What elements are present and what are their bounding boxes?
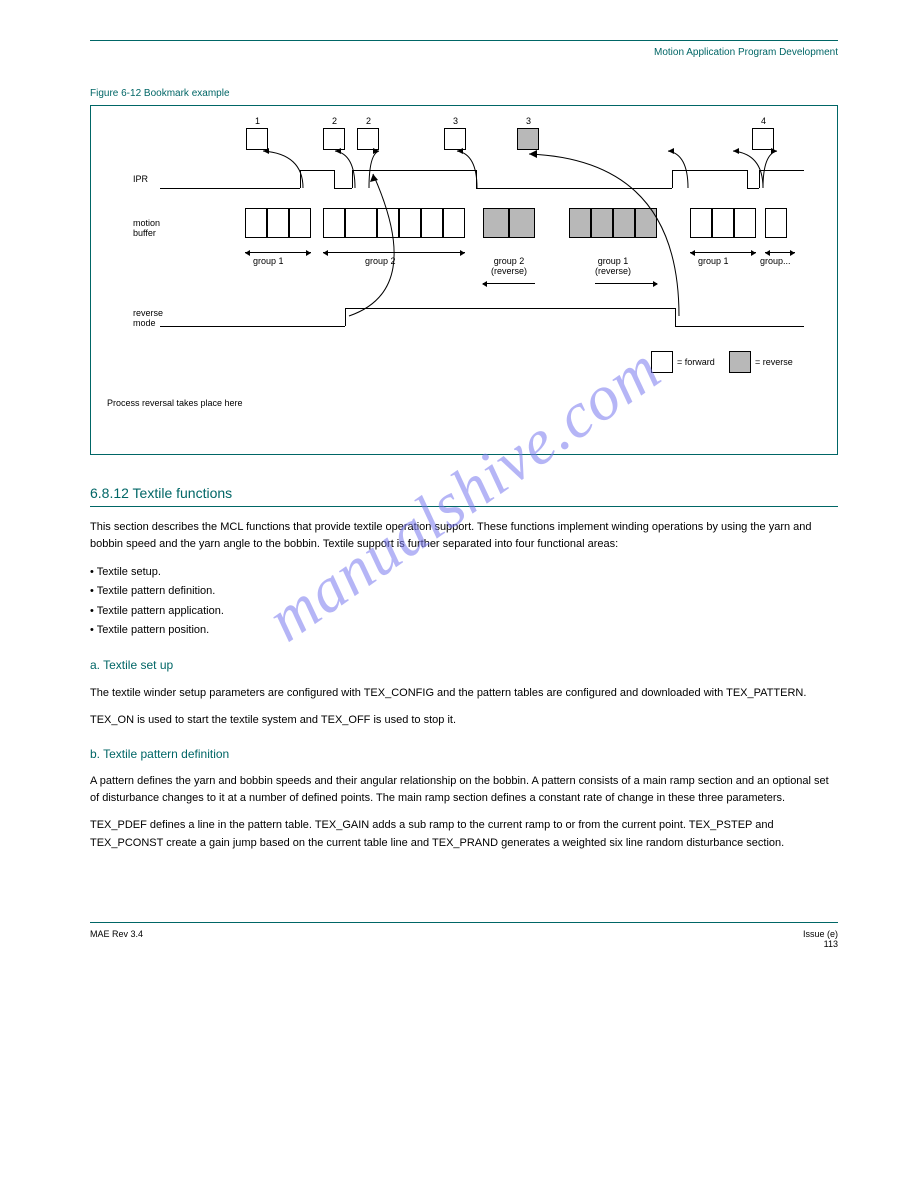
box-label: 2 bbox=[332, 116, 337, 126]
legend-label: = forward bbox=[677, 357, 715, 367]
box bbox=[323, 128, 345, 150]
paragraph: TEX_ON is used to start the textile syst… bbox=[90, 712, 838, 729]
box-label: 4 bbox=[761, 116, 766, 126]
cell bbox=[245, 208, 267, 238]
group-label: group 1 bbox=[698, 256, 729, 266]
cell bbox=[483, 208, 509, 238]
footer-page: 113 bbox=[803, 939, 838, 949]
paragraph: A pattern defines the yarn and bobbin sp… bbox=[90, 773, 838, 807]
sig bbox=[160, 326, 345, 327]
cell bbox=[690, 208, 712, 238]
cell bbox=[765, 208, 787, 238]
footer: MAE Rev 3.4 Issue (e) 113 bbox=[90, 929, 838, 949]
legend-label: = reverse bbox=[755, 357, 793, 367]
footer-rule bbox=[90, 922, 838, 923]
footer-issue: Issue (e) bbox=[803, 929, 838, 939]
subsection-title: a. Textile set up bbox=[90, 656, 838, 675]
box bbox=[246, 128, 268, 150]
range bbox=[765, 252, 795, 253]
box-label: 2 bbox=[366, 116, 371, 126]
curve-arrow bbox=[753, 148, 793, 190]
timing-diagram: IPR 1 2 2 3 3 4 bbox=[105, 128, 823, 368]
label-reverse: reversemode bbox=[133, 308, 163, 328]
legend-reverse bbox=[729, 351, 751, 373]
label: motionbuffer bbox=[133, 218, 160, 238]
sig bbox=[675, 326, 804, 327]
curve-arrow bbox=[523, 150, 693, 320]
cell bbox=[734, 208, 756, 238]
bullet-list: Textile setup. Textile pattern definitio… bbox=[90, 563, 838, 640]
cell bbox=[289, 208, 311, 238]
box bbox=[517, 128, 539, 150]
section-title: 6.8.12 Textile functions bbox=[90, 485, 838, 501]
box bbox=[357, 128, 379, 150]
cell bbox=[267, 208, 289, 238]
box-label: 1 bbox=[255, 116, 260, 126]
box-label: 3 bbox=[526, 116, 531, 126]
cell bbox=[323, 208, 345, 238]
range bbox=[245, 252, 311, 253]
box bbox=[444, 128, 466, 150]
footer-left: MAE Rev 3.4 bbox=[90, 929, 143, 949]
caption: Process reversal takes place here bbox=[107, 398, 243, 408]
header-rule bbox=[90, 40, 838, 41]
legend-forward bbox=[651, 351, 673, 373]
cell bbox=[712, 208, 734, 238]
figure-title: Figure 6-12 Bookmark example bbox=[90, 88, 838, 99]
range bbox=[690, 252, 756, 253]
paragraph: TEX_PDEF defines a line in the pattern t… bbox=[90, 817, 838, 851]
box bbox=[752, 128, 774, 150]
figure-box: IPR 1 2 2 3 3 4 bbox=[90, 105, 838, 455]
subsection-title: b. Textile pattern definition bbox=[90, 745, 838, 764]
curve-arrow bbox=[255, 148, 315, 190]
group-label: group 1 bbox=[253, 256, 284, 266]
list-item: Textile setup. bbox=[90, 563, 838, 582]
paragraph: This section describes the MCL functions… bbox=[90, 519, 838, 553]
list-item: Textile pattern definition. bbox=[90, 582, 838, 601]
breadcrumb: Motion Application Program Development bbox=[90, 47, 838, 58]
paragraph: The textile winder setup parameters are … bbox=[90, 685, 838, 702]
label-ipr: IPR bbox=[133, 174, 148, 184]
section-rule bbox=[90, 506, 838, 507]
list-item: Textile pattern position. bbox=[90, 621, 838, 640]
box-label: 3 bbox=[453, 116, 458, 126]
group-label: group... bbox=[760, 256, 791, 266]
curve-arrow bbox=[345, 170, 475, 320]
list-item: Textile pattern application. bbox=[90, 602, 838, 621]
